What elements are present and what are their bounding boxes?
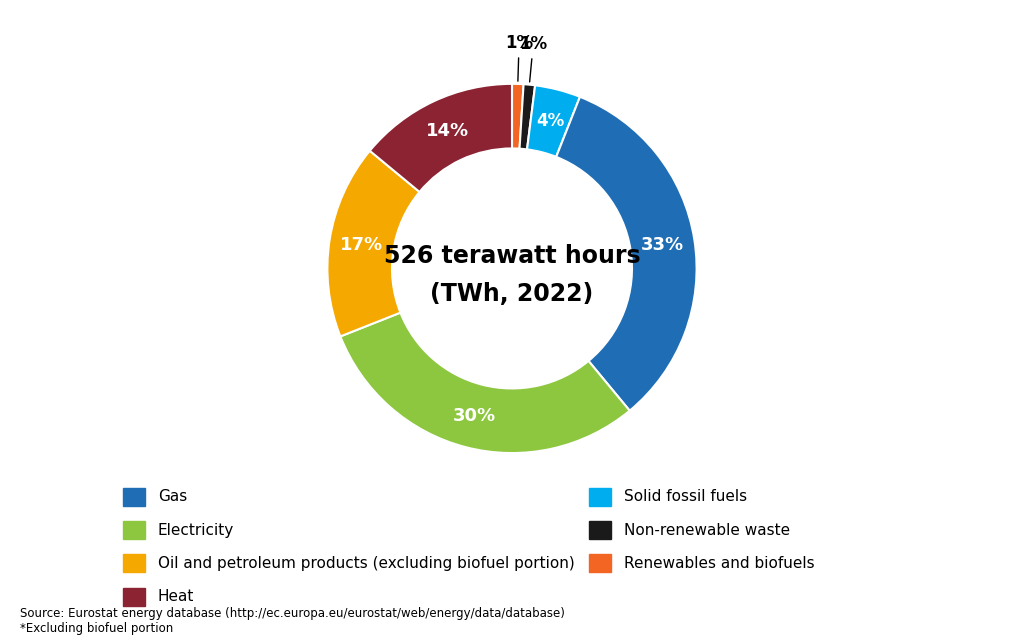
Text: Electricity: Electricity (158, 522, 233, 538)
Text: 1%: 1% (519, 35, 547, 82)
Wedge shape (328, 151, 420, 337)
Text: Gas: Gas (158, 489, 187, 504)
Wedge shape (519, 84, 536, 149)
Text: 17%: 17% (340, 236, 383, 254)
Text: 1%: 1% (505, 35, 534, 81)
Text: Oil and petroleum products (excluding biofuel portion): Oil and petroleum products (excluding bi… (158, 556, 574, 571)
Text: 33%: 33% (641, 236, 684, 254)
Wedge shape (340, 313, 630, 453)
Text: 14%: 14% (426, 122, 469, 140)
Text: Solid fossil fuels: Solid fossil fuels (624, 489, 746, 504)
Text: Source: Eurostat energy database (http://ec.europa.eu/eurostat/web/energy/data/d: Source: Eurostat energy database (http:/… (20, 606, 565, 635)
Wedge shape (556, 97, 696, 411)
Wedge shape (527, 85, 580, 157)
Text: Renewables and biofuels: Renewables and biofuels (624, 556, 814, 571)
Wedge shape (512, 84, 523, 149)
Text: 526 terawatt hours: 526 terawatt hours (384, 244, 640, 267)
Text: Non-renewable waste: Non-renewable waste (624, 522, 790, 538)
Wedge shape (370, 84, 512, 192)
Text: Heat: Heat (158, 589, 195, 604)
Text: 30%: 30% (453, 407, 496, 425)
Text: 4%: 4% (536, 112, 564, 130)
Text: (TWh, 2022): (TWh, 2022) (430, 282, 594, 306)
